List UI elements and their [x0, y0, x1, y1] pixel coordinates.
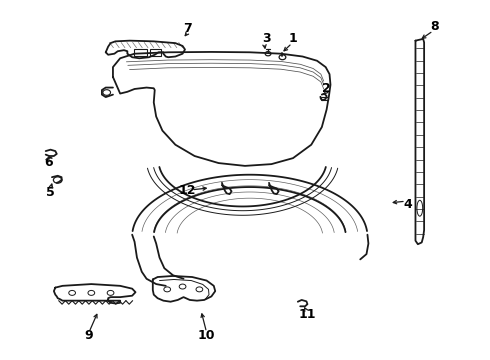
Text: 1: 1 [289, 32, 297, 45]
Text: 3: 3 [262, 32, 271, 45]
Bar [150, 49, 161, 56]
Text: 7: 7 [183, 22, 192, 35]
Text: 9: 9 [85, 329, 93, 342]
Text: 12: 12 [179, 184, 196, 197]
Bar [134, 49, 147, 56]
Text: 8: 8 [430, 20, 439, 33]
Text: 5: 5 [46, 186, 55, 199]
Text: 4: 4 [404, 198, 413, 211]
Text: 10: 10 [198, 329, 215, 342]
Text: 6: 6 [44, 156, 52, 169]
Bar [321, 98, 328, 100]
Text: 2: 2 [322, 82, 331, 95]
Text: 11: 11 [299, 308, 316, 321]
